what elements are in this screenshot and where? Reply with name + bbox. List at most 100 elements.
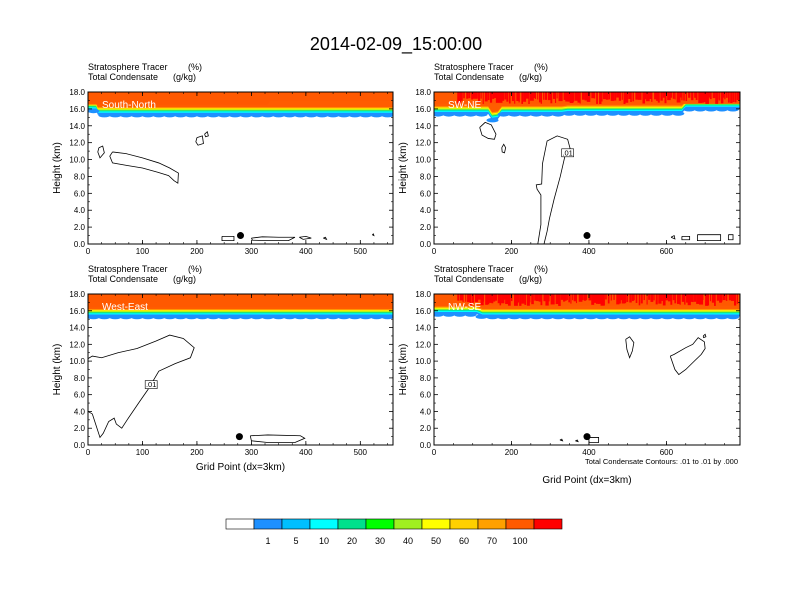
condensate-contour-1: [249, 434, 306, 443]
tracer-streak: [511, 92, 514, 102]
colorbar-box: [309, 518, 339, 530]
tracer-scallop: [683, 314, 696, 320]
tracer-scallop: [508, 314, 521, 320]
tracer-streak: [540, 294, 543, 306]
x-tick-label: 200: [505, 448, 519, 457]
tracer-streak: [605, 294, 607, 300]
y-tick-label: 8.0: [420, 172, 432, 181]
tracer-scallop: [672, 111, 685, 116]
tracer-scallop: [563, 314, 576, 320]
y-tick-label: 4.0: [74, 407, 86, 416]
tracer-streak: [688, 92, 691, 98]
y-tick-label: 16.0: [69, 105, 85, 114]
tracer-scallop: [316, 314, 329, 320]
condensate-contour-1: [669, 337, 706, 376]
tracer-streak: [672, 92, 675, 99]
tracer-streak: [679, 294, 681, 305]
tracer-streak: [620, 294, 624, 301]
tracer-streak: [724, 92, 726, 100]
y-tick-label: 0.0: [74, 441, 86, 450]
tracer-streak: [563, 294, 566, 302]
y-axis-label: Height (km): [52, 142, 63, 194]
y-tick-label: 18.0: [69, 290, 85, 299]
tracer-streak: [699, 294, 704, 305]
contour-label: .01: [562, 148, 572, 157]
tracer-streak: [507, 294, 511, 306]
tracer-scallop: [207, 314, 220, 320]
tracer-scallop: [453, 112, 466, 117]
tracer-streak: [544, 92, 548, 100]
tracer-scallop: [584, 111, 597, 116]
panel-header-tracer: Stratosphere Tracer: [88, 62, 168, 72]
colorbar-label: 50: [431, 536, 441, 546]
tracer-streak: [458, 92, 462, 104]
tracer-scallop: [305, 113, 318, 118]
tracer-streak: [716, 294, 720, 301]
tracer-streak: [515, 294, 519, 304]
tracer-scallop: [497, 314, 510, 320]
tracer-scallop: [327, 113, 340, 118]
y-tick-label: 12.0: [415, 340, 431, 349]
tracer-streak: [694, 92, 697, 98]
tracer-streak: [491, 294, 494, 304]
tracer-streak: [482, 92, 484, 105]
tracer-streak: [495, 92, 500, 103]
tracer-streak: [567, 92, 572, 102]
tracer-streak: [612, 92, 614, 101]
tracer-streak: [532, 92, 537, 99]
tracer-streak: [602, 294, 605, 306]
tracer-streak: [462, 294, 464, 303]
tracer-streak: [593, 92, 596, 99]
x-tick-label: 600: [660, 448, 674, 457]
tracer-streak: [459, 294, 463, 301]
tracer-streak: [463, 92, 465, 99]
tracer-streak: [656, 92, 659, 101]
tracer-streak: [543, 92, 545, 100]
tracer-streak: [501, 294, 505, 304]
colorbar-box: [253, 518, 283, 530]
y-tick-label: 4.0: [74, 206, 86, 215]
tracer-streak: [572, 294, 574, 301]
tracer-streak: [714, 294, 716, 306]
tracer-streak: [639, 92, 642, 99]
tracer-streak: [593, 294, 597, 303]
tracer-scallop: [519, 112, 532, 117]
tracer-streak: [469, 294, 472, 306]
x-tick-label: 400: [299, 247, 313, 256]
tracer-streak: [556, 92, 558, 99]
tracer-scallop: [229, 113, 242, 118]
tracer-scallop: [120, 113, 133, 118]
tracer-streak: [715, 92, 719, 104]
x-axis-label: Grid Point (dx=3km): [542, 475, 631, 486]
tracer-scallop: [530, 112, 543, 117]
tracer-scallop: [163, 113, 176, 118]
tracer-streak: [550, 92, 553, 104]
tracer-streak: [504, 92, 507, 100]
tracer-streak: [535, 294, 539, 302]
tracer-streak: [565, 92, 569, 102]
tracer-scallop: [617, 111, 630, 116]
tracer-scallop: [552, 112, 565, 117]
panel-header-condensate: Total Condensate: [434, 72, 504, 82]
tracer-streak: [457, 294, 460, 301]
tracer-streak: [499, 294, 502, 306]
tracer-streak: [628, 92, 631, 99]
tracer-scallop: [453, 312, 466, 317]
y-tick-label: 6.0: [420, 189, 432, 198]
x-tick-label: 100: [136, 448, 150, 457]
tracer-scallop: [370, 314, 383, 320]
colorbar-label: 10: [319, 536, 329, 546]
x-tick-label: 500: [354, 247, 368, 256]
tracer-streak: [471, 294, 475, 303]
tracer-streak: [480, 92, 482, 99]
tracer-scallop: [617, 314, 630, 320]
tracer-streak: [623, 92, 626, 104]
tracer-scallop: [726, 314, 739, 320]
panel-header-condensate-unit: (g/kg): [173, 274, 196, 284]
x-tick-label: 0: [432, 247, 437, 256]
condensate-contour-5: [696, 234, 722, 242]
tracer-streak: [489, 294, 493, 303]
tracer-scallop: [174, 113, 187, 118]
tracer-streak: [468, 92, 471, 99]
